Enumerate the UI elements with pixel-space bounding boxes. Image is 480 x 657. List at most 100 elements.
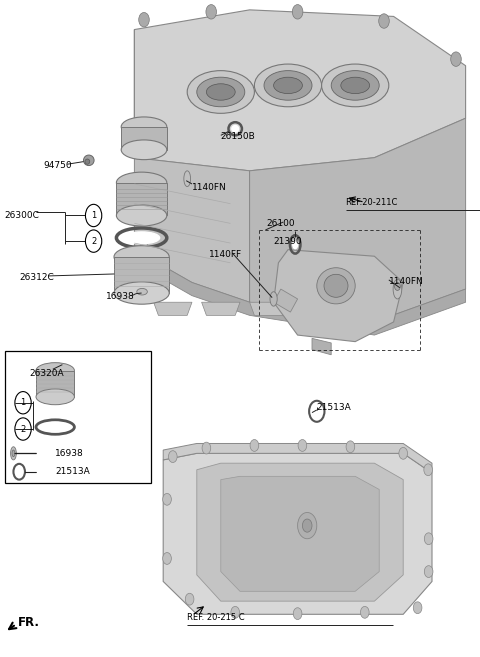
- Ellipse shape: [121, 140, 167, 160]
- Circle shape: [399, 447, 408, 459]
- Text: 1: 1: [91, 211, 96, 220]
- Ellipse shape: [274, 78, 302, 93]
- Ellipse shape: [322, 64, 389, 106]
- Circle shape: [302, 519, 312, 532]
- Polygon shape: [163, 443, 432, 473]
- Text: 2: 2: [91, 237, 96, 246]
- Circle shape: [140, 218, 148, 229]
- Text: 21390: 21390: [274, 237, 302, 246]
- Ellipse shape: [85, 159, 90, 164]
- Polygon shape: [221, 476, 379, 591]
- Text: 16938: 16938: [106, 292, 134, 302]
- Ellipse shape: [11, 447, 16, 460]
- Text: 1140FN: 1140FN: [389, 277, 423, 286]
- Ellipse shape: [36, 389, 74, 405]
- Ellipse shape: [124, 232, 159, 244]
- Polygon shape: [36, 371, 74, 397]
- Polygon shape: [134, 250, 466, 335]
- Text: 1: 1: [21, 398, 25, 407]
- Ellipse shape: [116, 205, 167, 226]
- Ellipse shape: [12, 450, 15, 457]
- Text: REF.20-211C: REF.20-211C: [346, 198, 398, 207]
- Ellipse shape: [293, 240, 298, 249]
- Polygon shape: [134, 10, 466, 171]
- Circle shape: [206, 5, 216, 19]
- Text: 2: 2: [21, 424, 25, 434]
- Polygon shape: [134, 30, 250, 302]
- Text: 1140FF: 1140FF: [209, 250, 242, 260]
- Circle shape: [346, 441, 355, 453]
- Ellipse shape: [121, 117, 167, 137]
- Polygon shape: [298, 302, 336, 315]
- Polygon shape: [163, 453, 432, 614]
- Circle shape: [231, 606, 240, 618]
- Ellipse shape: [393, 279, 402, 299]
- Circle shape: [298, 440, 307, 451]
- Circle shape: [163, 493, 171, 505]
- Text: 94750: 94750: [43, 161, 72, 170]
- Ellipse shape: [84, 155, 94, 166]
- Circle shape: [140, 258, 148, 268]
- Polygon shape: [274, 250, 403, 342]
- Ellipse shape: [341, 78, 370, 93]
- Text: 16938: 16938: [55, 449, 84, 458]
- Circle shape: [360, 606, 369, 618]
- Ellipse shape: [324, 275, 348, 297]
- Circle shape: [451, 52, 461, 66]
- Ellipse shape: [41, 422, 69, 432]
- Polygon shape: [202, 302, 240, 315]
- Polygon shape: [250, 302, 288, 315]
- Circle shape: [163, 553, 171, 564]
- Polygon shape: [346, 302, 384, 315]
- Ellipse shape: [264, 70, 312, 101]
- Circle shape: [140, 238, 148, 248]
- Polygon shape: [154, 302, 192, 315]
- Ellipse shape: [36, 363, 74, 378]
- Polygon shape: [121, 127, 167, 150]
- Ellipse shape: [187, 71, 254, 113]
- Ellipse shape: [197, 78, 245, 107]
- Circle shape: [424, 464, 432, 476]
- Polygon shape: [134, 294, 150, 301]
- Text: 1140FN: 1140FN: [192, 183, 227, 192]
- Circle shape: [202, 442, 211, 454]
- Ellipse shape: [317, 268, 355, 304]
- Ellipse shape: [331, 70, 379, 101]
- Polygon shape: [274, 289, 298, 312]
- Circle shape: [424, 566, 433, 578]
- Circle shape: [379, 14, 389, 28]
- Circle shape: [424, 533, 433, 545]
- Text: 26320A: 26320A: [30, 369, 64, 378]
- Circle shape: [413, 602, 422, 614]
- Circle shape: [292, 5, 303, 19]
- Ellipse shape: [114, 246, 169, 268]
- Text: 26100: 26100: [266, 219, 295, 228]
- Bar: [5, 351, 151, 483]
- Circle shape: [168, 451, 177, 463]
- Ellipse shape: [137, 288, 147, 295]
- Ellipse shape: [254, 64, 322, 106]
- Circle shape: [17, 468, 22, 475]
- Circle shape: [250, 440, 259, 451]
- Circle shape: [185, 593, 194, 605]
- Ellipse shape: [184, 171, 191, 187]
- Ellipse shape: [116, 172, 167, 193]
- Circle shape: [293, 608, 302, 620]
- Text: 26150B: 26150B: [221, 132, 255, 141]
- Circle shape: [139, 12, 149, 27]
- Ellipse shape: [206, 84, 235, 101]
- Circle shape: [313, 407, 320, 416]
- Ellipse shape: [232, 125, 239, 132]
- Text: 21513A: 21513A: [317, 403, 351, 412]
- Text: REF. 20-215 C: REF. 20-215 C: [187, 613, 245, 622]
- Polygon shape: [114, 257, 169, 293]
- Text: FR.: FR.: [18, 616, 40, 629]
- Circle shape: [298, 512, 317, 539]
- Ellipse shape: [114, 282, 169, 304]
- Text: 21513A: 21513A: [55, 467, 90, 476]
- Text: 26312C: 26312C: [19, 273, 54, 282]
- Polygon shape: [116, 183, 167, 215]
- Polygon shape: [312, 338, 331, 355]
- Polygon shape: [250, 118, 466, 322]
- Ellipse shape: [395, 283, 400, 290]
